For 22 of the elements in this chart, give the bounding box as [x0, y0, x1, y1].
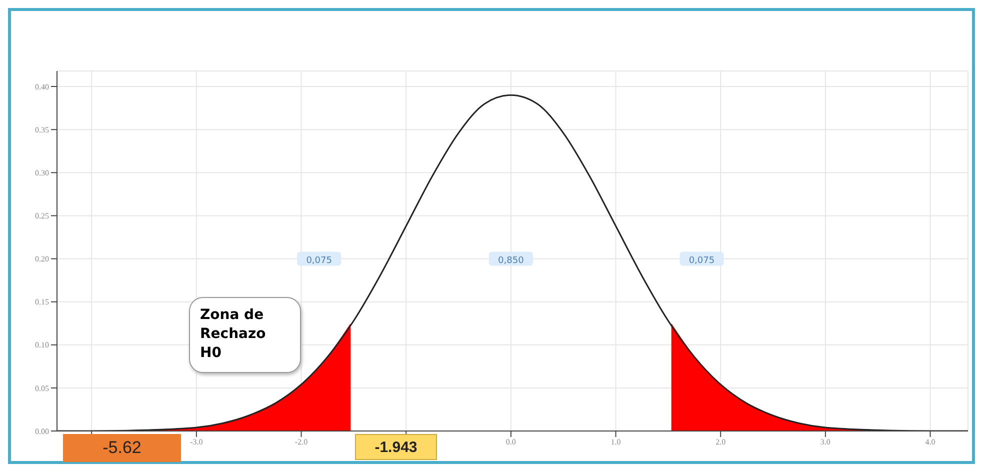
y-tick-label: 0.40: [35, 82, 49, 92]
annotation: 0,075: [306, 256, 332, 266]
x-tick-label: 4.0: [925, 438, 936, 447]
y-tick-label: 0.30: [35, 168, 49, 178]
x-tick-label: -2.0: [294, 438, 308, 447]
annotation: 0,850: [498, 256, 524, 266]
y-tick-label: 0.10: [35, 340, 49, 350]
label-box: -1.943: [355, 434, 437, 460]
callout-box: Zona de Rechazo H0: [189, 297, 301, 373]
y-tick-label: 0.15: [35, 298, 49, 307]
y-tick-label: 0.05: [35, 384, 49, 393]
x-tick-label: 1.0: [610, 438, 621, 447]
y-tick-label: 0.25: [35, 212, 49, 221]
x-tick-label: 2.0: [716, 438, 726, 447]
y-tick-label: 0.20: [35, 254, 49, 264]
x-tick-label: 3.0: [820, 438, 830, 447]
x-tick-label: -3.0: [190, 438, 203, 447]
label-box: -5.62: [63, 434, 181, 462]
annotation: 0,075: [688, 256, 715, 266]
x-tick-label: 0.0: [506, 438, 516, 447]
y-tick-label: 0.00: [35, 426, 49, 436]
y-tick-label: 0.35: [35, 125, 49, 134]
